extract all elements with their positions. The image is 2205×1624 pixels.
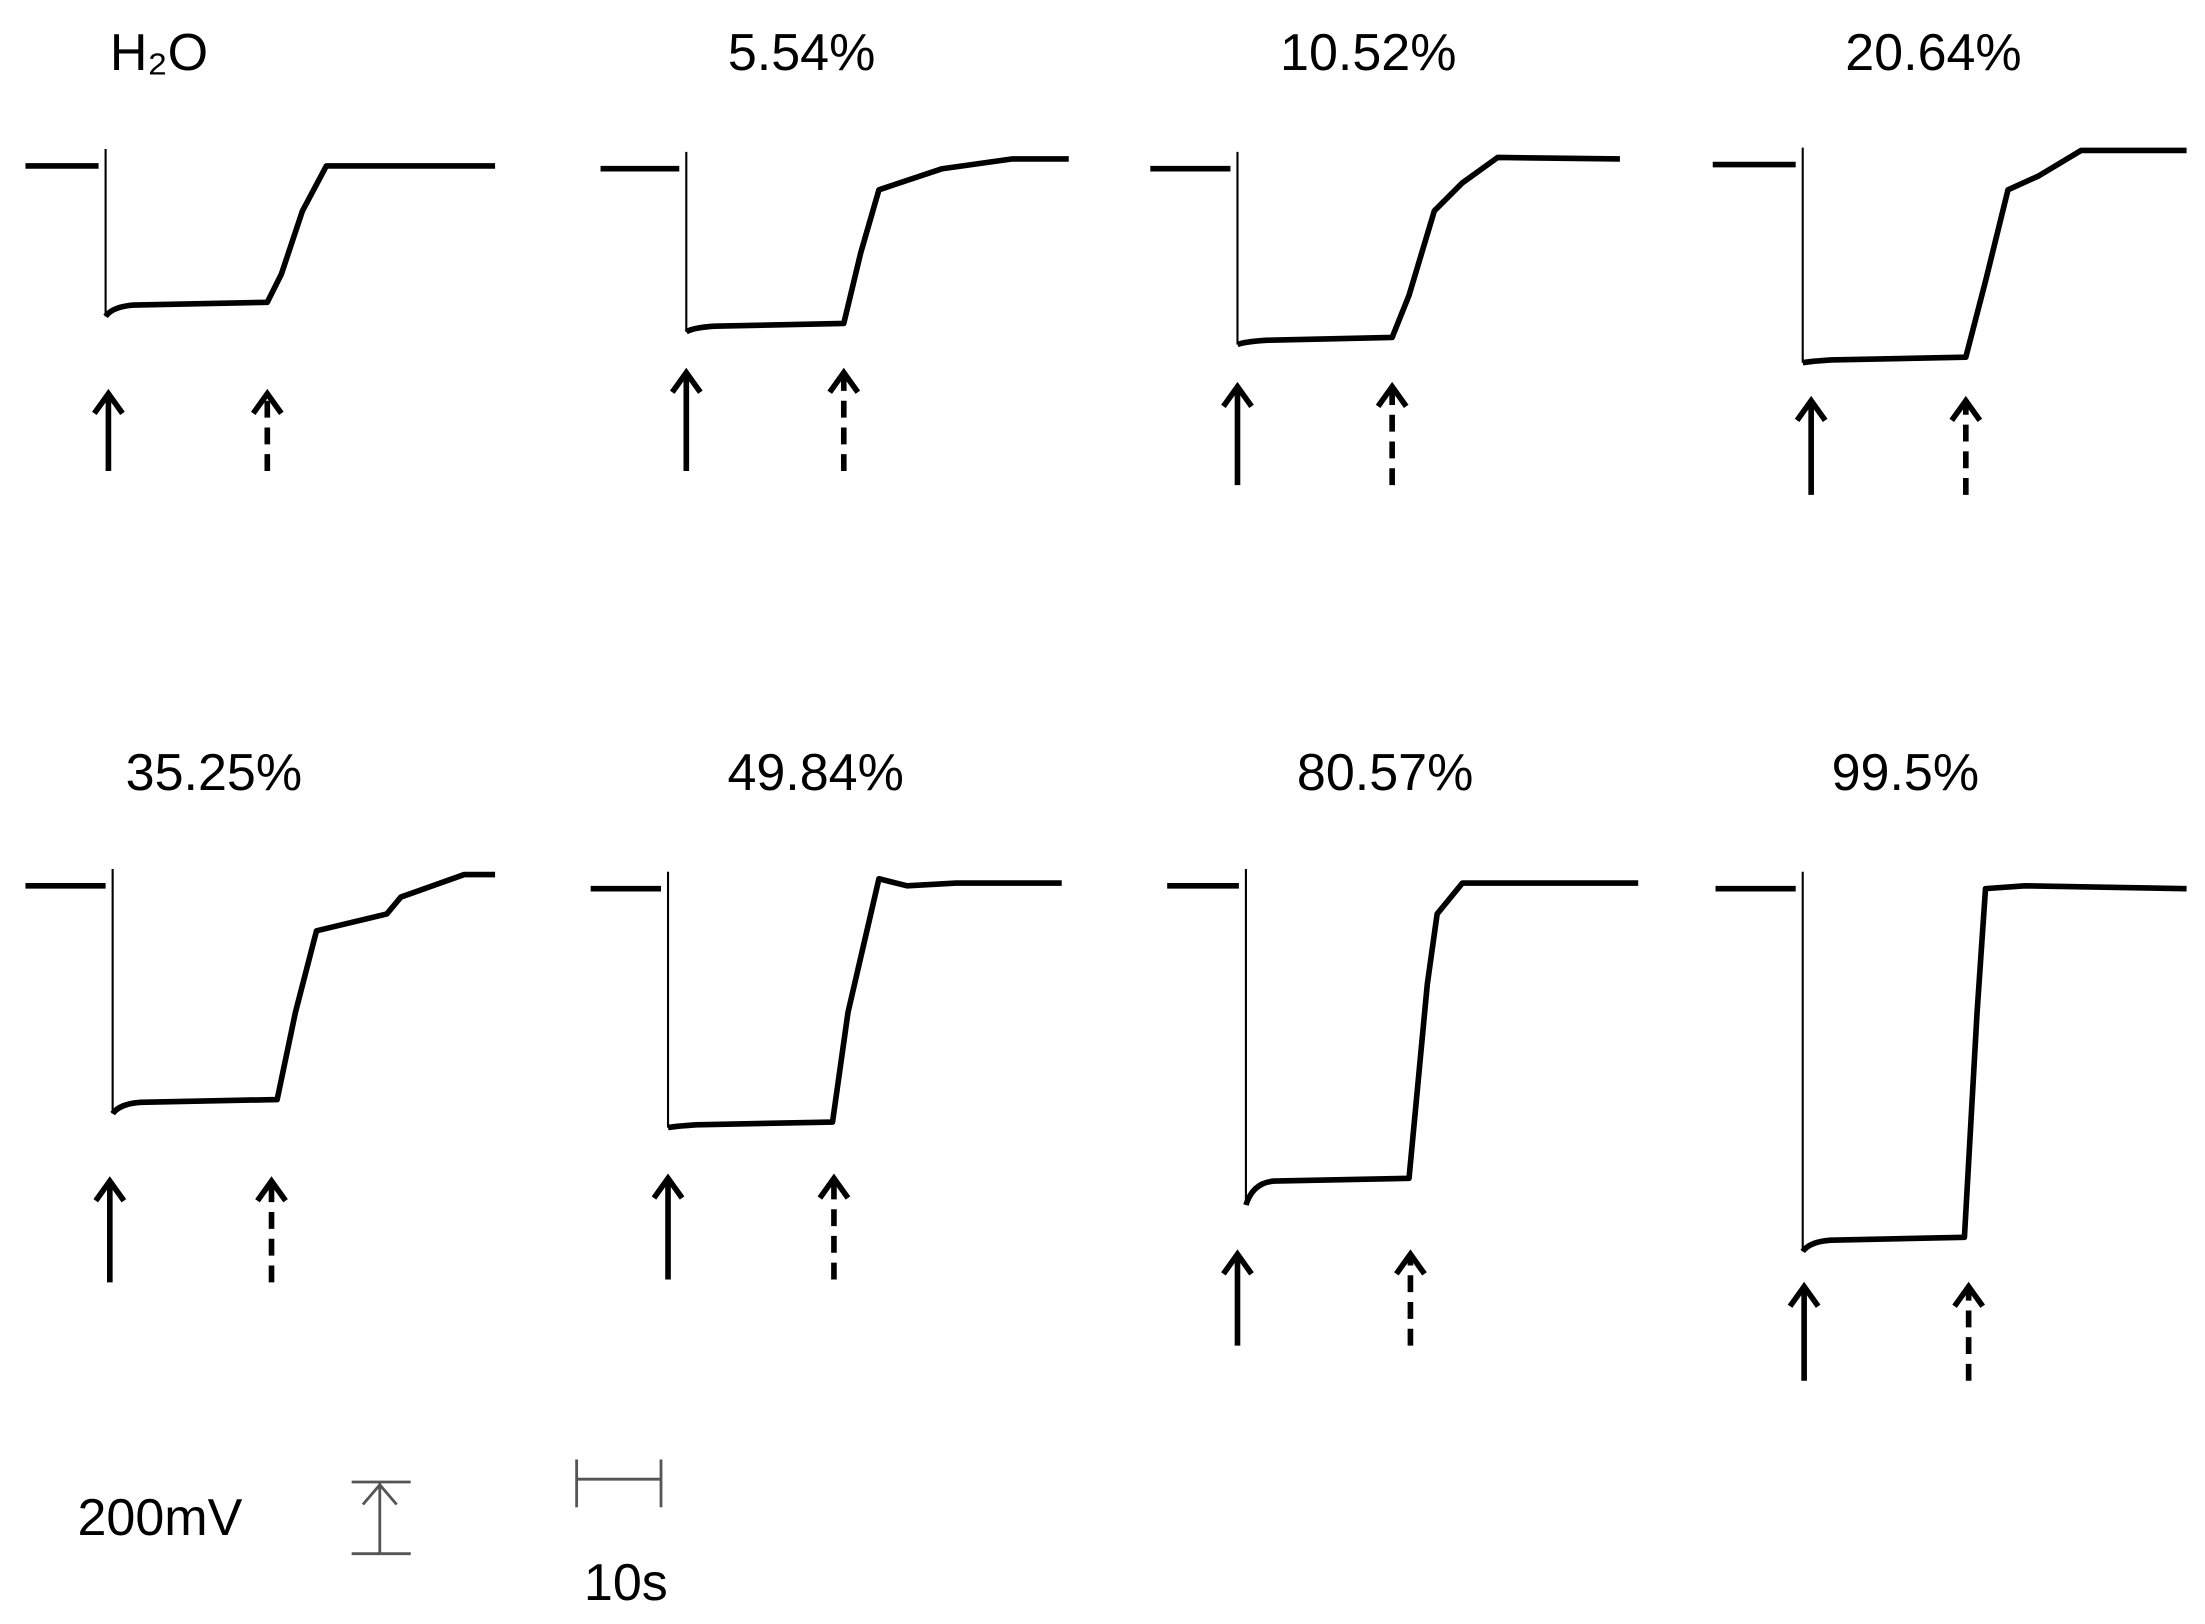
voltage-scale-label: 200mV [77,1489,242,1547]
trace [1236,154,1620,348]
arrow-head [827,367,861,394]
panel-label: H₂O [110,24,208,82]
trace [1802,147,2187,366]
arrow-head [1394,1249,1427,1276]
panel-label: 10.52% [1280,24,1456,82]
arrow-head [255,1176,288,1203]
arrow-head [669,367,703,394]
arrow-head [250,388,284,416]
panel-label: 49.84% [727,744,903,802]
arrow-head [1949,395,1983,423]
time-scale-label: 10s [584,1554,668,1612]
arrow-head [651,1173,685,1200]
panel-label: 99.5% [1832,744,1980,802]
arrow-head [1221,381,1254,408]
arrow-head [1221,1249,1254,1276]
panel-label: 20.64% [1845,24,2021,82]
panel-label: 5.54% [728,24,876,82]
trace [110,871,496,1116]
arrow-head [1375,381,1409,408]
arrow-head [93,1176,127,1203]
voltage-scale-bar [351,1480,411,1556]
arrow-head [1794,395,1828,423]
arrow-head [1952,1281,1985,1308]
panel-label: 35.25% [126,744,302,802]
arrow-head [92,388,125,416]
trace [1800,883,2187,1254]
trace [667,875,1062,1131]
trace [1243,880,1639,1206]
trace [684,156,1069,335]
time-scale-bar [575,1459,663,1508]
arrow-head [817,1173,851,1200]
trace [103,163,496,319]
panel-label: 80.57% [1297,744,1473,802]
arrow-head [1787,1281,1821,1308]
